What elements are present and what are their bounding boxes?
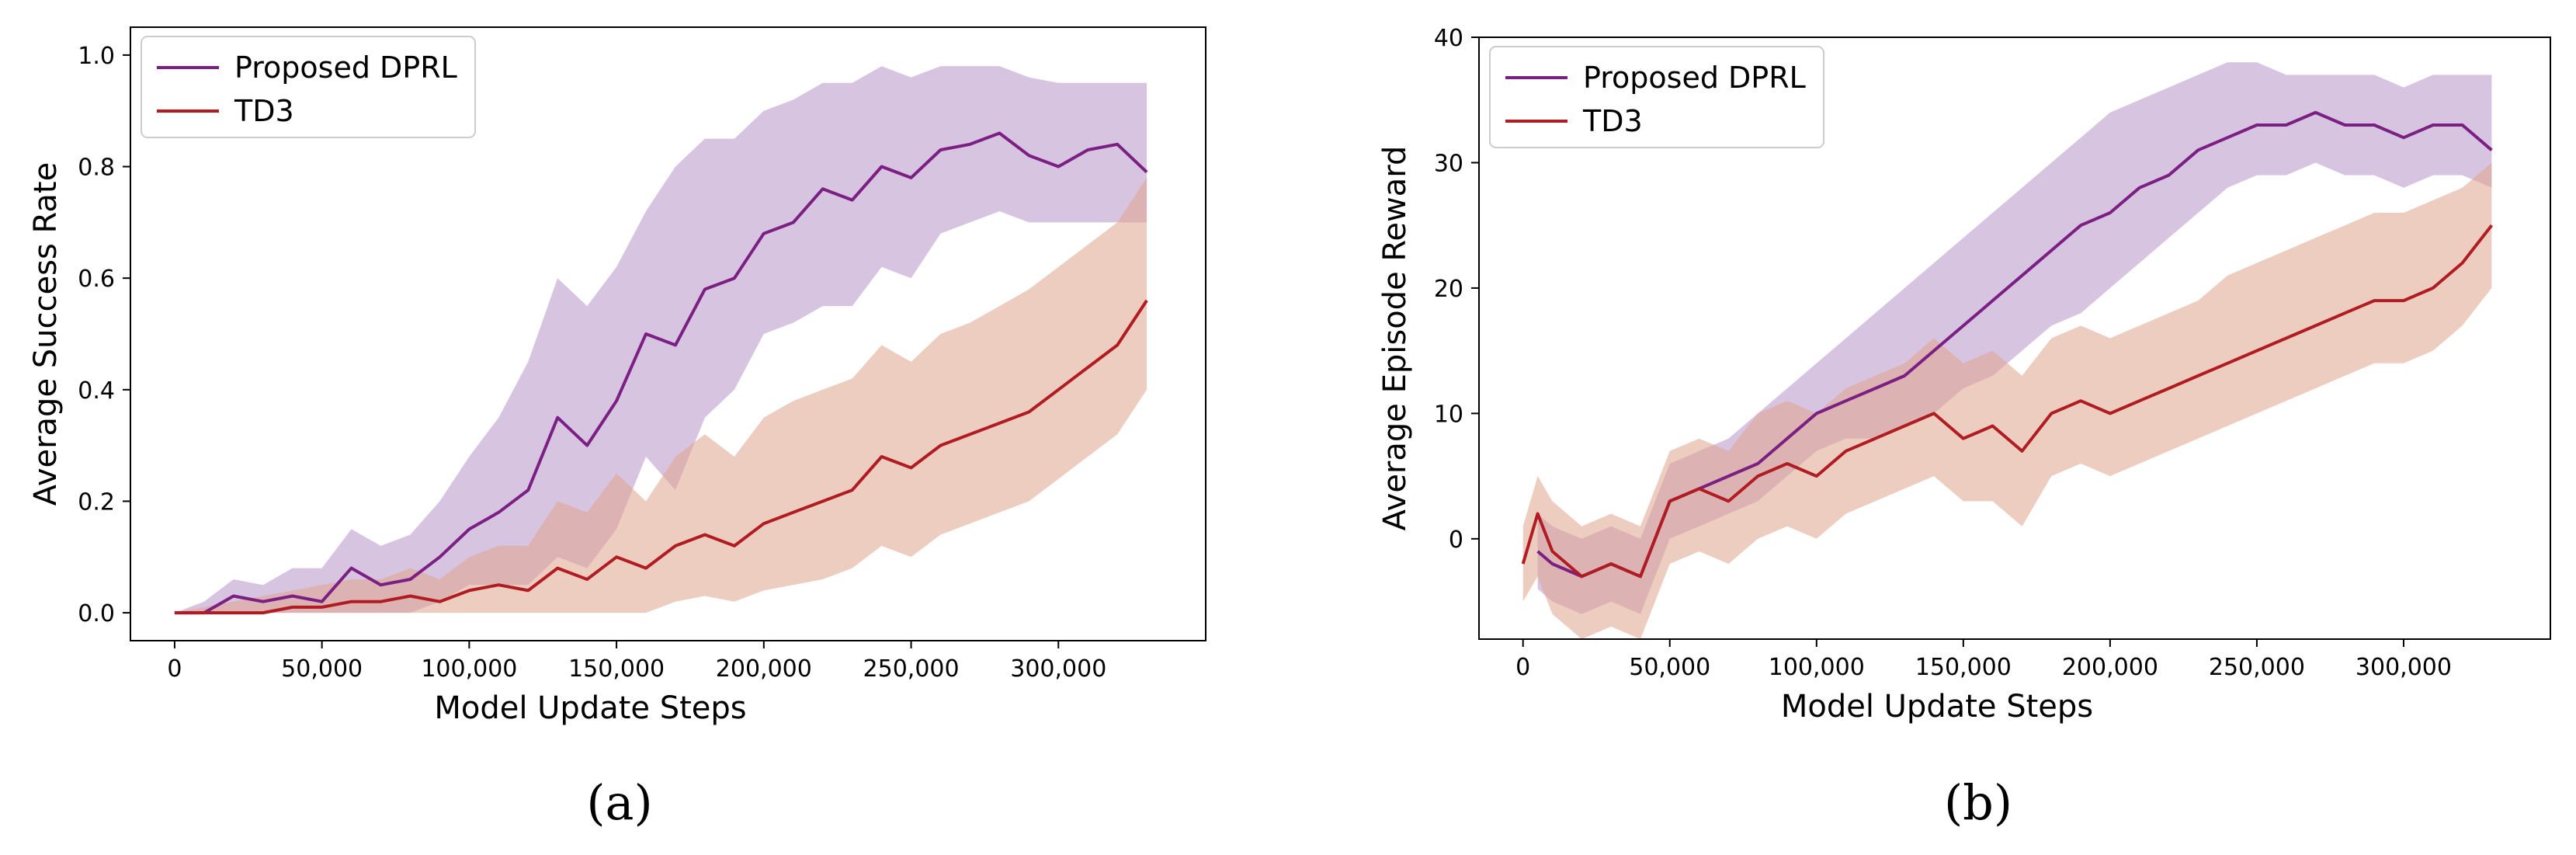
x-tick-label: 100,000 [421,655,517,683]
y-tick-label: 1.0 [78,43,115,70]
legend-box [1489,46,1824,148]
y-tick-label: 20 [1434,276,1463,303]
series-line-proposed-dprl [174,131,1148,615]
confidence-band-td3 [174,177,1147,613]
x-tick-label: 50,000 [1629,654,1710,681]
y-tick-label: 0.2 [78,488,115,516]
plot-frame [130,26,1206,641]
y-axis-label: Average Episode Reward [1377,146,1413,531]
x-axis-label: Model Update Steps [434,690,746,726]
y-tick-label: 0.6 [78,266,115,293]
x-tick-label: 0 [167,655,182,683]
x-tick-label: 150,000 [1915,654,2012,681]
legend-label-proposed-dprl: Proposed DPRL [1583,61,1806,95]
series-line-td3 [174,299,1148,615]
plot-frame [1478,36,2551,640]
y-tick-label: 10 [1434,401,1463,428]
x-tick-label: 200,000 [716,655,812,683]
y-axis-label: Average Success Rate [28,162,64,506]
x-tick-label: 150,000 [568,655,665,683]
x-tick-label: 0 [1515,654,1530,681]
plot-area [174,66,1148,615]
x-tick-label: 300,000 [2356,654,2452,681]
y-tick-label: 0.4 [78,377,115,405]
legend-label-proposed-dprl: Proposed DPRL [234,50,457,85]
y-tick-label: 0.0 [78,600,115,627]
chart-b: 0 50,000 100,000 150,000 200,000 250,000 300,0… [1377,25,2551,831]
y-tick-label: 40 [1434,25,1463,52]
legend-label-td3: TD3 [234,94,294,128]
series-line-td3 [1521,224,2493,579]
x-tick-label: 300,000 [1010,655,1106,683]
confidence-band-td3 [1522,162,2492,639]
chart-a: 0 50,000 100,000 150,000 200,000 250,000 300,0… [28,26,1206,831]
y-tick-label: 30 [1434,150,1463,177]
panel-label: (a) [586,774,652,831]
plot-area [1521,62,2493,639]
x-tick-label: 250,000 [863,655,960,683]
x-tick-label: 50,000 [281,655,363,683]
panel-label: (b) [1944,774,2012,831]
legend-box [141,36,476,138]
x-tick-label: 100,000 [1769,654,1865,681]
x-tick-label: 200,000 [2062,654,2158,681]
x-axis-label: Model Update Steps [1781,689,2093,725]
legend-label-td3: TD3 [1582,104,1643,138]
y-tick-label: 0.8 [78,155,115,182]
y-tick-label: 0 [1449,527,1463,554]
x-tick-label: 250,000 [2209,654,2305,681]
